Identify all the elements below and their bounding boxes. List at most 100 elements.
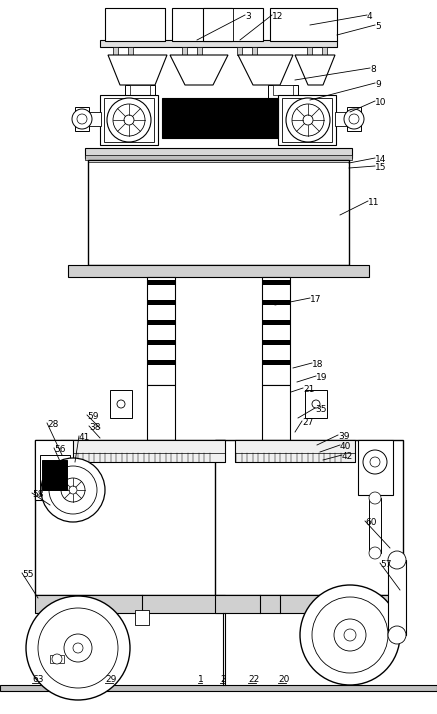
Bar [262, 320, 290, 325]
Circle shape [113, 104, 145, 136]
Circle shape [303, 115, 313, 125]
Circle shape [107, 98, 151, 142]
Text: 15: 15 [375, 163, 386, 172]
Text: 20: 20 [278, 675, 289, 684]
Text: 3: 3 [245, 12, 251, 21]
Bar [262, 300, 290, 305]
Bar [68, 265, 369, 277]
Circle shape [369, 492, 381, 504]
Text: 19: 19 [316, 373, 327, 382]
Text: 38: 38 [89, 423, 101, 432]
Circle shape [124, 115, 134, 125]
Bar [0, 685, 437, 691]
Text: 56: 56 [54, 445, 66, 454]
Circle shape [117, 400, 125, 408]
Text: 35: 35 [315, 405, 326, 414]
Circle shape [370, 457, 380, 467]
Bar [369, 498, 381, 553]
Bar [215, 595, 403, 613]
Bar [147, 360, 175, 365]
Bar [147, 320, 175, 325]
Text: 17: 17 [310, 295, 322, 304]
Bar [35, 595, 225, 613]
Circle shape [292, 104, 324, 136]
Text: 27: 27 [302, 418, 313, 427]
Bar [305, 390, 327, 418]
Text: 30: 30 [50, 468, 62, 477]
Bar [307, 47, 312, 55]
Bar [147, 340, 175, 345]
Bar [128, 47, 133, 55]
Circle shape [72, 109, 92, 129]
Bar [262, 340, 290, 345]
Text: 29: 29 [105, 675, 116, 684]
Bar [235, 440, 355, 462]
Bar [35, 440, 225, 595]
Text: 18: 18 [312, 360, 323, 369]
Text: 12: 12 [272, 12, 283, 21]
Text: 8: 8 [370, 65, 376, 74]
Bar [104, 98, 154, 142]
Bar [113, 47, 118, 55]
Text: 58: 58 [32, 490, 44, 499]
Bar [60, 440, 225, 462]
Bar [100, 95, 158, 145]
Text: 55: 55 [22, 570, 34, 579]
Circle shape [334, 619, 366, 651]
Bar [125, 85, 155, 105]
Text: 59: 59 [87, 412, 98, 421]
Bar [262, 360, 290, 365]
Bar [262, 280, 290, 285]
Circle shape [38, 608, 118, 688]
Polygon shape [238, 55, 293, 85]
Text: 1: 1 [198, 675, 204, 684]
Circle shape [344, 109, 364, 129]
Circle shape [312, 400, 320, 408]
Bar [278, 95, 336, 145]
Bar [197, 47, 202, 55]
Text: 60: 60 [365, 518, 377, 527]
Bar [130, 85, 150, 95]
Bar [388, 560, 406, 635]
Circle shape [41, 458, 105, 522]
Bar [135, 610, 149, 625]
Text: 14: 14 [375, 155, 386, 164]
Bar [215, 440, 403, 595]
Bar [89, 112, 101, 126]
Bar [322, 47, 327, 55]
Circle shape [77, 114, 87, 124]
Bar [147, 277, 175, 385]
Text: 42: 42 [342, 452, 353, 461]
Bar [100, 40, 337, 47]
Circle shape [363, 450, 387, 474]
Text: 10: 10 [375, 98, 386, 107]
Bar [35, 440, 73, 500]
Circle shape [344, 629, 356, 641]
Bar [282, 98, 332, 142]
Circle shape [26, 596, 130, 700]
Bar [105, 8, 165, 41]
Text: 28: 28 [47, 420, 59, 429]
Text: 2: 2 [220, 675, 225, 684]
Bar [85, 148, 352, 158]
Bar [252, 47, 257, 55]
Circle shape [52, 654, 62, 664]
Bar [270, 8, 337, 41]
Text: 22: 22 [248, 675, 259, 684]
Circle shape [61, 478, 85, 502]
Bar [147, 385, 175, 440]
Circle shape [388, 626, 406, 644]
Bar [237, 47, 242, 55]
Text: 4: 4 [367, 12, 373, 21]
Bar [110, 390, 132, 418]
Bar [262, 385, 290, 440]
Polygon shape [295, 55, 335, 85]
Circle shape [49, 466, 97, 514]
Text: 21: 21 [303, 385, 314, 394]
Text: 57: 57 [380, 560, 392, 569]
Bar [203, 8, 263, 41]
Polygon shape [170, 55, 228, 85]
Bar [335, 112, 347, 126]
Circle shape [300, 585, 400, 685]
Bar [358, 440, 393, 495]
